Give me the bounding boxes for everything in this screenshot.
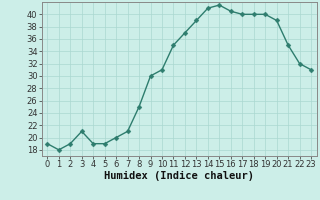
X-axis label: Humidex (Indice chaleur): Humidex (Indice chaleur) (104, 171, 254, 181)
